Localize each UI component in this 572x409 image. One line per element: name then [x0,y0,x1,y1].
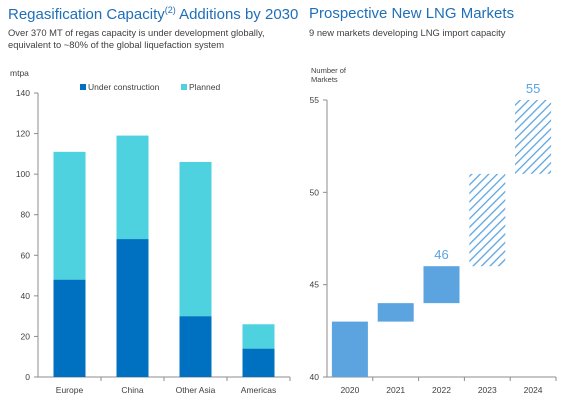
right-data-label: 46 [434,247,448,262]
right-x-tick-label: 2021 [386,385,405,395]
right-chart-subtitle: 9 new markets developing LNG import capa… [309,27,506,38]
left-chart-subtitle: Over 370 MT of regas capacity is under d… [8,27,265,51]
left-stacked-bar-chart: mtpa 0 20 40 60 80 100 120 140 Europe China Other A… [10,68,291,395]
left-legend-label: Under construction [88,82,160,92]
right-x-tick-label: 2023 [478,385,497,395]
left-bar-segment [179,161,212,317]
left-subtitle-line2: equivalent to ~80% of the global liquefa… [8,39,225,50]
left-y-tick-label: 0 [25,372,30,382]
left-legend-swatch [181,84,187,90]
left-y-tick-label: 60 [21,250,31,260]
left-legend-swatch [80,84,86,90]
right-y-tick-label: 55 [310,95,320,105]
left-y-axis-label: mtpa [10,68,29,78]
left-chart-title: Regasification Capacity(2) Additions by … [8,5,298,23]
left-bar-segment [242,324,275,349]
right-x-tick-label: 2020 [340,385,359,395]
left-bar-segment [116,135,149,240]
left-x-tick-label: Americas [241,385,276,395]
left-x-tick-label: Other Asia [176,385,216,395]
right-y-tick-label: 50 [310,187,320,197]
left-bar-segment [179,316,212,377]
right-y-axis-label-line2: Markets [311,75,338,84]
left-x-tick-label: China [121,385,143,395]
left-bar-segment [116,239,149,377]
left-y-tick-label: 80 [21,210,31,220]
right-waterfall-bar-projected [469,173,506,267]
left-title-superscript: (2) [164,5,176,15]
left-y-tick-label: 120 [16,129,30,139]
right-x-tick-label: 2024 [524,385,543,395]
left-title-suffix: Additions by 2030 [175,6,299,23]
right-chart-title: Prospective New LNG Markets [309,5,515,22]
right-y-tick-label: 40 [310,372,320,382]
right-waterfall-bar [423,266,460,304]
left-bar-segment [242,348,275,377]
left-y-tick-label: 140 [16,88,30,98]
left-legend-label: Planned [189,82,220,92]
left-bar-segment [53,151,86,280]
right-waterfall-bar-projected [515,100,552,174]
right-x-tick-label: 2022 [432,385,451,395]
left-y-tick-label: 40 [21,291,31,301]
left-bar-segment [53,279,86,377]
left-subtitle-line1: Over 370 MT of regas capacity is under d… [8,27,265,38]
right-waterfall-bar [331,321,368,377]
right-y-tick-label: 45 [310,280,320,290]
left-title-main: Regasification Capacity [8,6,165,23]
left-y-tick-label: 20 [21,331,31,341]
right-data-label: 55 [526,81,540,96]
left-y-tick-label: 100 [16,169,30,179]
right-y-axis-label-line1: Number of [311,66,347,75]
right-waterfall-bar [377,303,414,322]
left-x-tick-label: Europe [56,385,84,395]
